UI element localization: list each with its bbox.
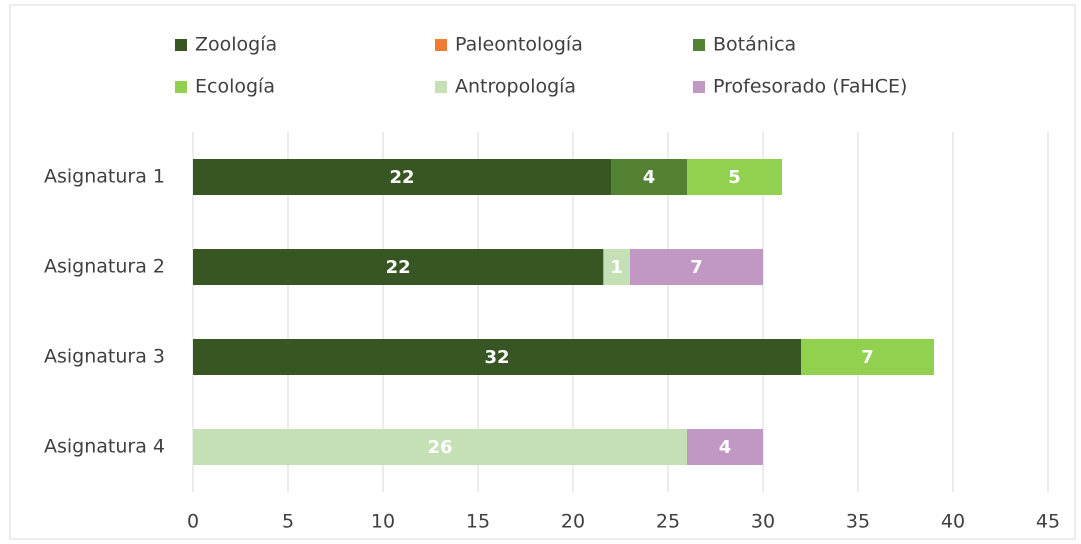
y-tick-label: Asignatura 2 xyxy=(44,256,165,278)
legend-label: Ecología xyxy=(195,76,275,98)
bar xyxy=(193,339,801,375)
x-tick-label: 0 xyxy=(187,511,199,533)
data-label: 7 xyxy=(690,257,703,278)
x-tick-label: 10 xyxy=(371,511,395,533)
data-label: 22 xyxy=(389,167,414,188)
legend-label: Botánica xyxy=(713,34,796,56)
data-label: 1 xyxy=(610,257,623,278)
data-label: 32 xyxy=(484,347,509,368)
legend-label: Profesorado (FaHCE) xyxy=(713,76,907,98)
y-tick-label: Asignatura 4 xyxy=(44,436,165,458)
x-tick-label: 15 xyxy=(466,511,490,533)
y-tick-label: Asignatura 3 xyxy=(44,346,165,368)
bar xyxy=(193,249,604,285)
data-label: 4 xyxy=(643,167,656,188)
legend-swatch xyxy=(175,81,187,93)
bar xyxy=(603,249,630,285)
x-tick-label: 5 xyxy=(282,511,294,533)
legend-label: Antropología xyxy=(455,76,576,98)
data-label: 7 xyxy=(861,347,874,368)
x-tick-label: 30 xyxy=(751,511,775,533)
x-tick-label: 25 xyxy=(656,511,680,533)
x-tick-label: 35 xyxy=(846,511,870,533)
y-tick-label: Asignatura 1 xyxy=(44,166,165,188)
legend-swatch xyxy=(435,39,447,51)
legend-swatch xyxy=(693,39,705,51)
legend-swatch xyxy=(435,81,447,93)
bar xyxy=(193,429,687,465)
legend-label: Zoología xyxy=(195,34,277,56)
data-label: 22 xyxy=(386,257,411,278)
legend-label: Paleontología xyxy=(455,34,583,56)
bar xyxy=(193,159,611,195)
data-label: 26 xyxy=(427,437,452,458)
data-label: 4 xyxy=(719,437,732,458)
x-tick-label: 45 xyxy=(1036,511,1060,533)
legend-swatch xyxy=(175,39,187,51)
bar xyxy=(687,159,782,195)
x-tick-label: 40 xyxy=(941,511,965,533)
legend-swatch xyxy=(693,81,705,93)
bar xyxy=(801,339,934,375)
data-label: 5 xyxy=(728,167,741,188)
bar xyxy=(611,159,687,195)
x-tick-label: 20 xyxy=(561,511,585,533)
bar xyxy=(630,249,763,285)
bar xyxy=(687,429,763,465)
